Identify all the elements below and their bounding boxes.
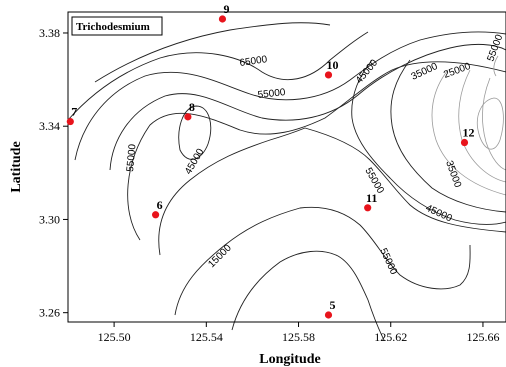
contour-label: 55000 <box>125 143 138 172</box>
contour-label: 45000 <box>183 147 207 177</box>
contour-line <box>178 105 212 160</box>
contour-label: 35000 <box>443 159 463 189</box>
x-axis-ticks: 125.50 125.54 125.58 125.62 125.66 <box>98 322 499 344</box>
contour-line <box>74 31 506 161</box>
y-axis-ticks: 3.26 3.30 3.34 3.38 <box>39 26 68 320</box>
contour-line <box>231 250 385 341</box>
contour-label: 55000 <box>377 247 399 277</box>
legend-label: Trichodesmium <box>76 21 150 33</box>
contour-line <box>158 127 506 256</box>
legend-box <box>71 16 163 36</box>
contour-label: 45000 <box>354 57 381 86</box>
station-label: 8 <box>189 100 195 114</box>
station-label: 10 <box>326 58 338 72</box>
contour-label: 25000 <box>442 61 472 81</box>
y-tick-label: 3.34 <box>39 119 60 133</box>
station-label: 7 <box>71 105 77 119</box>
station-points: 9 10 7 8 12 6 11 5 <box>66 2 475 319</box>
station-point <box>324 311 333 319</box>
contour-line <box>390 59 506 213</box>
contour-line <box>94 22 331 83</box>
legend: Trichodesmium <box>71 16 163 36</box>
station-point <box>218 15 227 23</box>
contour-label: 65000 <box>239 54 269 69</box>
x-tick-label: 125.62 <box>374 330 407 344</box>
station-label: 12 <box>463 126 475 140</box>
contour-line <box>476 97 504 150</box>
x-tick-label: 125.58 <box>282 330 315 344</box>
x-tick-label: 125.54 <box>190 330 223 344</box>
station-label: 9 <box>223 2 229 16</box>
plot-frame <box>67 11 506 323</box>
y-tick-label: 3.30 <box>39 212 60 226</box>
contour-lines <box>67 22 506 341</box>
contour-line <box>493 55 499 77</box>
contour-line <box>431 69 506 196</box>
station-point <box>184 113 192 121</box>
station-point <box>152 211 160 219</box>
contour-line <box>127 61 506 241</box>
contour-line <box>174 206 471 316</box>
contour-label: 15000 <box>206 242 234 270</box>
y-tick-label: 3.38 <box>39 26 60 40</box>
contour-labels: 65000 55000 45000 35000 25000 55000 4500… <box>125 33 505 277</box>
contour-line <box>109 43 506 171</box>
contour-line <box>482 77 506 171</box>
station-label: 5 <box>329 298 335 312</box>
contour-line <box>67 31 369 121</box>
contour-label: 55000 <box>257 87 286 101</box>
station-point <box>364 204 372 212</box>
x-tick-label: 125.66 <box>466 330 499 344</box>
contour-label: 45000 <box>424 203 454 225</box>
contour-line <box>351 59 506 225</box>
y-tick-label: 3.26 <box>39 306 60 320</box>
x-tick-label: 125.50 <box>98 330 131 344</box>
station-point <box>324 71 333 79</box>
contour-lines-faint <box>431 55 506 196</box>
y-axis-label: Latitude <box>9 141 24 192</box>
station-label: 11 <box>366 191 377 205</box>
station-label: 6 <box>157 198 163 212</box>
station-point <box>460 138 469 147</box>
x-axis-label: Longitude <box>259 352 320 367</box>
station-point <box>66 117 74 126</box>
